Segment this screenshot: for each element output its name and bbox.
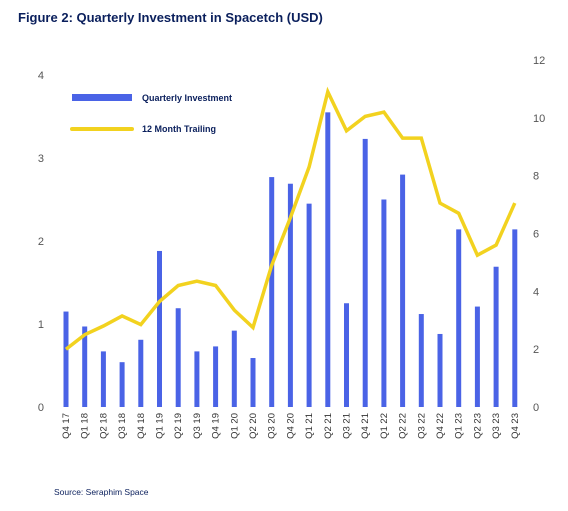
x-axis-tick-label: Q1 22 — [379, 413, 390, 439]
right-axis-tick-label: 0 — [533, 402, 539, 414]
bar-series — [63, 112, 518, 407]
x-axis-tick-label: Q3 20 — [267, 413, 278, 439]
bar — [456, 229, 462, 407]
x-axis-tick-label: Q1 21 — [304, 413, 315, 439]
right-axis-tick-label: 4 — [533, 286, 539, 298]
bar — [437, 333, 443, 407]
x-axis-tick-label: Q4 17 — [61, 413, 72, 439]
x-axis-tick-label: Q4 21 — [360, 413, 371, 439]
x-axis-tick-label: Q3 18 — [117, 413, 128, 439]
line-series — [64, 86, 517, 351]
legend-label-12-month-trailing: 12 Month Trailing — [142, 124, 216, 134]
x-axis-tick-label: Q2 23 — [472, 413, 483, 439]
bar — [213, 346, 219, 407]
right-axis-tick-label: 10 — [533, 113, 545, 125]
left-axis-tick-label: 0 — [38, 402, 44, 414]
legend-swatch-quarterly-investment — [72, 94, 132, 101]
bar — [269, 177, 275, 407]
chart-title: Figure 2: Quarterly Investment in Spacet… — [18, 10, 323, 25]
right-axis-tick-label: 8 — [533, 171, 539, 183]
bar — [344, 303, 349, 407]
bar — [362, 138, 368, 407]
right-axis-ticks: 0 2 4 6 8 10 12 — [533, 55, 545, 414]
bar — [512, 229, 518, 407]
bar — [63, 311, 69, 407]
bar — [287, 183, 293, 407]
x-axis-ticks: Q4 17 Q1 18 Q2 18 Q3 18 Q4 18 Q1 19 Q2 19 Q3 19… — [61, 413, 521, 439]
bar — [418, 314, 424, 407]
bar — [231, 330, 237, 407]
bar — [400, 174, 406, 407]
x-axis-tick-label: Q2 18 — [98, 413, 109, 439]
left-axis-tick-label: 4 — [38, 70, 44, 82]
x-axis-tick-label: Q4 23 — [510, 413, 521, 439]
right-axis-tick-label: 12 — [533, 55, 545, 67]
right-axis-tick-label: 6 — [533, 229, 539, 241]
x-axis-tick-label: Q3 21 — [342, 413, 353, 439]
source-note: Source: Seraphim Space — [54, 487, 149, 497]
x-axis-tick-label: Q2 20 — [248, 413, 259, 439]
x-axis-tick-label: Q1 20 — [229, 413, 240, 439]
bar — [100, 351, 106, 407]
x-axis-tick-label: Q4 18 — [136, 413, 147, 439]
bar — [119, 362, 125, 407]
bar — [82, 326, 88, 407]
x-axis-tick-label: Q1 23 — [454, 413, 465, 439]
x-axis-tick-label: Q4 19 — [211, 413, 222, 439]
left-axis-ticks: 0 1 2 3 4 — [38, 70, 44, 414]
bar — [194, 351, 200, 407]
bar — [138, 339, 144, 407]
bar — [381, 199, 387, 407]
legend-label-quarterly-investment: Quarterly Investment — [142, 93, 232, 103]
x-axis-tick-label: Q2 19 — [173, 413, 184, 439]
left-axis-tick-label: 2 — [38, 236, 44, 248]
x-axis-tick-label: Q1 18 — [80, 413, 91, 439]
bar — [250, 358, 256, 407]
bar — [306, 203, 312, 407]
x-axis-tick-label: Q4 22 — [435, 413, 446, 439]
bar — [493, 266, 499, 407]
x-axis-tick-label: Q2 22 — [398, 413, 409, 439]
x-axis-tick-label: Q4 20 — [285, 413, 296, 439]
x-axis-tick-label: Q3 19 — [192, 413, 203, 439]
bar — [474, 306, 480, 407]
x-axis-tick-label: Q1 19 — [155, 413, 166, 439]
left-axis-tick-label: 3 — [38, 153, 44, 165]
bar — [325, 112, 331, 407]
left-axis-tick-label: 1 — [38, 319, 44, 331]
x-axis-tick-label: Q3 23 — [491, 413, 502, 439]
x-axis-tick-label: Q2 21 — [323, 413, 334, 439]
bar — [175, 308, 181, 407]
right-axis-tick-label: 2 — [533, 344, 539, 356]
x-axis-tick-label: Q3 22 — [416, 413, 427, 439]
bar — [157, 250, 162, 407]
legend: Quarterly Investment 12 Month Trailing — [70, 93, 232, 134]
